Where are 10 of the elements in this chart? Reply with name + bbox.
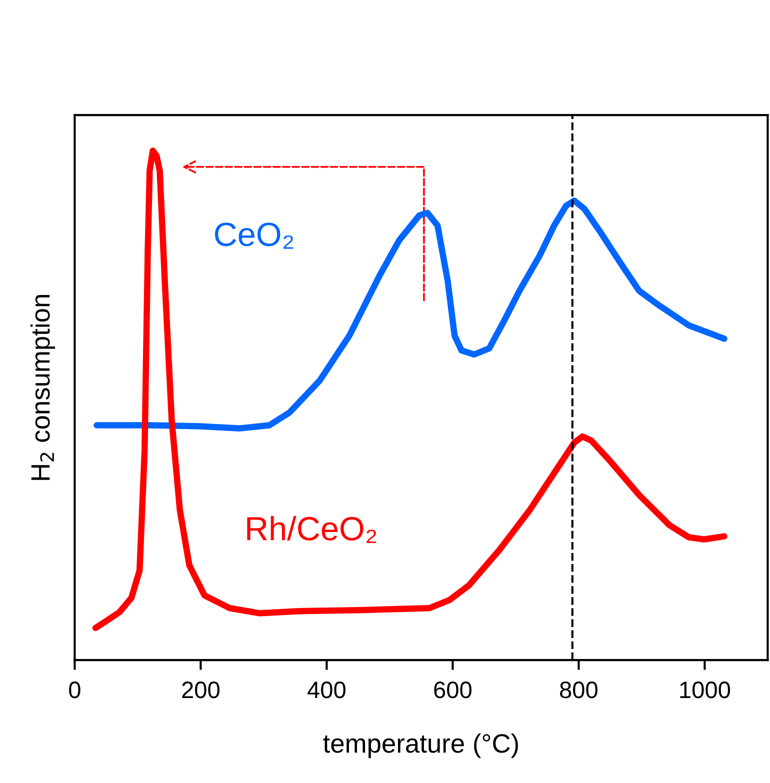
x-tick-label: 800 — [560, 682, 598, 698]
x-tick-label: 400 — [308, 682, 346, 698]
series-label: Rh/CeO₂ — [247, 516, 376, 544]
y-axis-title: H$_{2}$ consumption — [30, 295, 56, 480]
x-tick-label: 0 — [69, 682, 80, 698]
x-tick-label: 1000 — [680, 682, 730, 698]
text: CeO₂ — [214, 222, 294, 249]
x-tick-label: 600 — [434, 682, 472, 698]
x-tick-label: 200 — [182, 682, 220, 698]
x-axis-title: temperature (°C) — [323, 733, 518, 758]
